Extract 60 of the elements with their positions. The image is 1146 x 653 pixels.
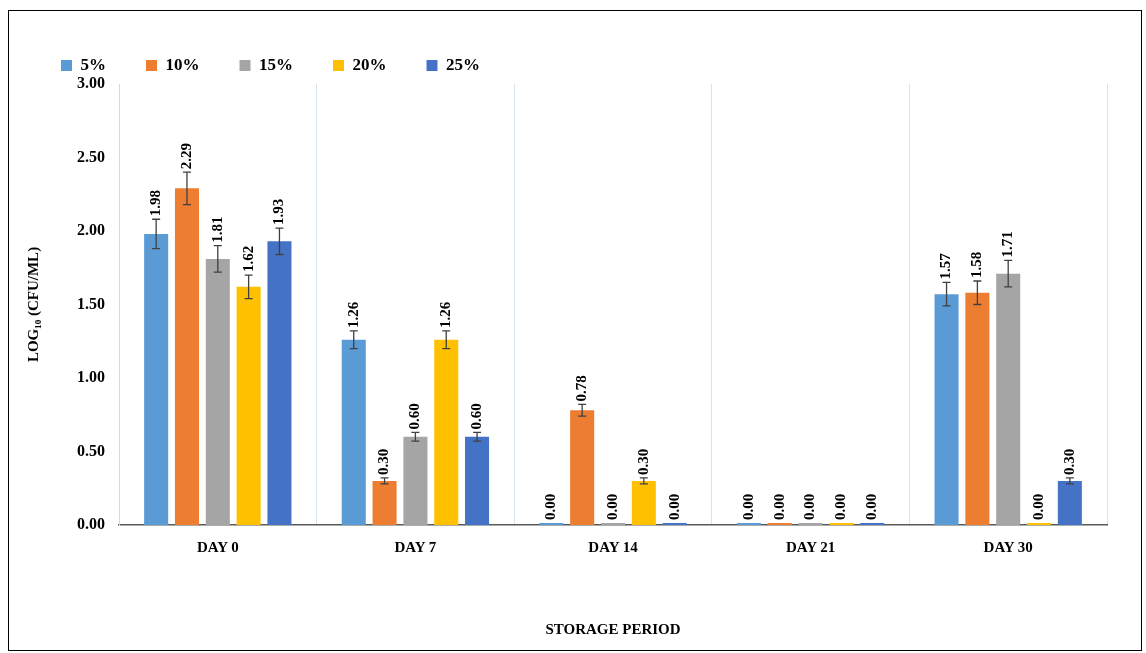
data-label: 0.00	[1029, 493, 1046, 520]
y-tick-label: 0.50	[77, 441, 105, 459]
legend-label: 15%	[259, 54, 293, 74]
legend-label: 10%	[165, 54, 200, 74]
bar	[1057, 480, 1082, 525]
bar	[174, 188, 199, 525]
bar	[934, 294, 959, 525]
data-label: 1.26	[344, 301, 361, 328]
bar	[205, 258, 230, 525]
data-label: 0.00	[542, 493, 559, 520]
data-label: 0.60	[467, 403, 484, 430]
data-label: 0.30	[375, 448, 392, 475]
data-label: 1.26	[437, 301, 454, 328]
bar	[434, 339, 459, 525]
data-label: 1.93	[270, 198, 287, 226]
bar	[372, 480, 397, 525]
y-axis-title: LOG₁₀ (CFU/ML)	[24, 246, 42, 363]
data-label: 1.81	[208, 216, 225, 243]
data-label: 1.98	[147, 189, 164, 217]
x-tick-label: DAY 7	[394, 538, 437, 555]
bar	[267, 241, 292, 525]
bar	[144, 233, 169, 525]
data-label: 0.00	[603, 493, 620, 520]
data-label: 2.29	[177, 142, 194, 170]
x-axis-title: STORAGE PERIOD	[545, 620, 681, 637]
x-tick-label: DAY 21	[785, 538, 836, 555]
data-label: 0.00	[832, 493, 849, 520]
data-label: 0.00	[801, 493, 818, 520]
data-label: 0.00	[665, 493, 682, 520]
y-tick-label: 3.00	[77, 74, 105, 92]
data-label: 1.71	[999, 231, 1016, 258]
data-label: 1.62	[239, 245, 256, 273]
data-label: 1.57	[937, 252, 954, 280]
data-label: 0.00	[770, 493, 787, 520]
data-label: 0.00	[739, 493, 756, 520]
legend-label: 20%	[352, 54, 387, 74]
legend-label: 25%	[446, 54, 480, 74]
y-tick-label: 0.00	[77, 515, 105, 533]
x-tick-label: DAY 0	[196, 538, 239, 555]
bar	[341, 339, 366, 525]
bar	[403, 436, 428, 525]
data-label: 0.60	[406, 403, 423, 430]
data-label: 0.30	[634, 448, 651, 475]
bar	[570, 410, 595, 525]
data-label: 1.58	[968, 251, 985, 278]
bar	[965, 292, 990, 525]
data-label: 0.30	[1060, 448, 1077, 475]
bar	[631, 480, 656, 525]
data-label: 0.00	[863, 493, 880, 520]
legend-label: 5%	[80, 54, 106, 74]
y-tick-label: 1.50	[77, 294, 105, 312]
x-tick-label: DAY 30	[983, 538, 1033, 555]
bar	[465, 436, 490, 525]
x-tick-label: DAY 14	[588, 538, 639, 555]
bar	[236, 286, 261, 525]
data-label: 0.78	[573, 375, 590, 402]
y-tick-label: 1.00	[77, 368, 105, 386]
y-tick-label: 2.50	[77, 147, 105, 165]
bar	[996, 273, 1021, 525]
y-tick-label: 2.00	[77, 221, 105, 239]
